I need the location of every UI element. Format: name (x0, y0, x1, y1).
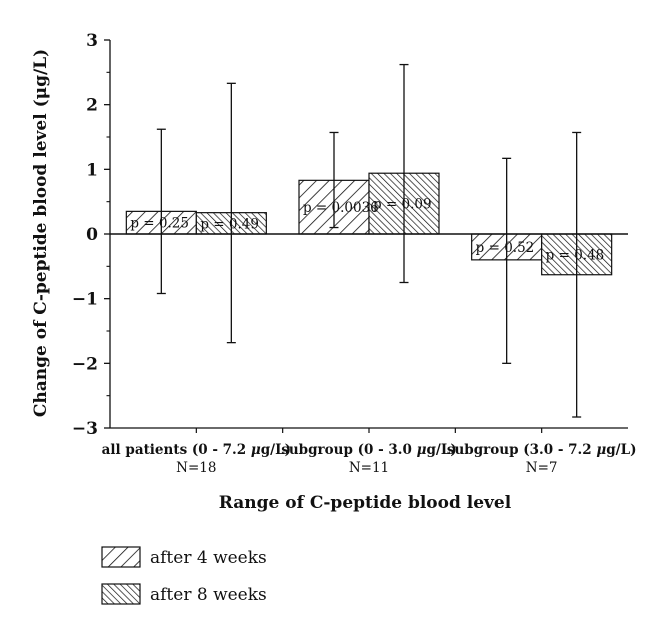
x-category-n-label: N=18 (176, 460, 216, 476)
bars-layer (125, 172, 613, 276)
bar-labels-layer: p = 0.25 p = 0.0036 p = 0.52 p = 0.49 p = 0.… (130, 197, 604, 264)
x-axis-title: Range of C-peptide blood level (219, 493, 512, 513)
y-tick-label: −2 (72, 354, 98, 374)
y-tick-label: 0 (86, 225, 98, 245)
x-category-n-label: N=7 (526, 460, 558, 476)
x-category-n-label: N=11 (349, 460, 389, 476)
x-category-label: subgroup (3.0 - 7.2 μg/L) (447, 442, 637, 458)
y-tick-label: −1 (72, 290, 98, 310)
p-value-label-series-2-category-1: p = 0.49 (200, 216, 259, 232)
x-category-label: all patients (0 - 7.2 μg/L) (102, 442, 291, 458)
p-value-label-series-1-category-3: p = 0.52 (476, 240, 535, 256)
y-tick-label: 1 (86, 160, 98, 180)
legend-swatch-after-4-weeks (101, 546, 141, 568)
legend: after 4 weeks after 8 weeks (101, 546, 267, 605)
y-axis-title: Change of C-peptide blood level (μg/L) (31, 49, 51, 417)
legend-swatch-after-8-weeks (101, 583, 141, 605)
y-tick-label: 2 (86, 96, 98, 116)
p-value-label-series-1-category-1: p = 0.25 (130, 216, 189, 232)
error-bars-layer (156, 63, 582, 418)
p-value-label-series-2-category-3: p = 0.48 (546, 247, 605, 263)
p-value-label-series-2-category-2: p = 0.09 (373, 197, 432, 213)
legend-label-after-4-weeks: after 4 weeks (150, 548, 267, 568)
legend-label-after-8-weeks: after 8 weeks (150, 585, 267, 605)
x-category-label: subgroup (0 - 3.0 μg/L) (281, 442, 456, 458)
p-value-label-series-1-category-2: p = 0.0036 (303, 200, 379, 216)
y-tick-label: 3 (86, 31, 98, 51)
y-tick-label: −3 (72, 419, 98, 439)
